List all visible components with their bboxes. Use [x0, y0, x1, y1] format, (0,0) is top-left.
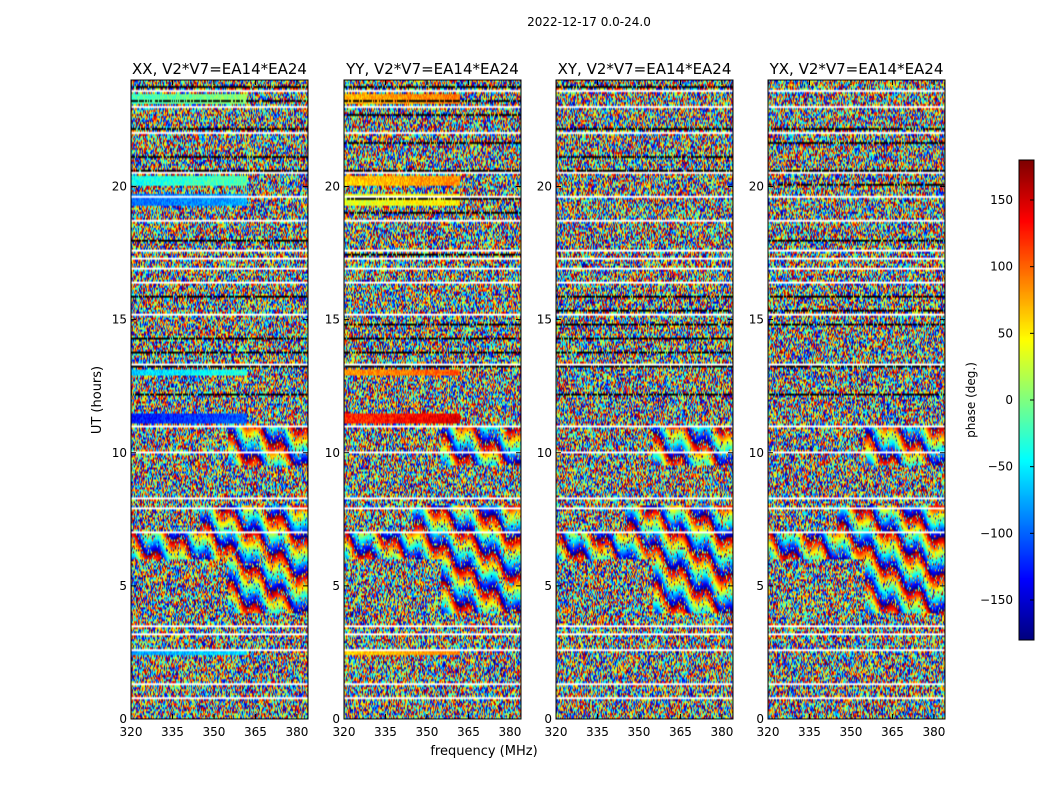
y-tick-label: 0 [119, 712, 127, 726]
colorbar-tick-label: −150 [980, 593, 1013, 607]
panel-yx: YX, V2*V7=EA14*EA24 320 335 350 365 380 0 5 10 15… [749, 60, 946, 739]
panel-yy: YY, V2*V7=EA14*EA24 320 335 350 365 380 0 5 10 15… [325, 60, 522, 739]
x-tick-label: 380 [498, 725, 521, 739]
panel-frame [555, 79, 734, 720]
x-tick-label: 320 [120, 725, 143, 739]
panel-title: XX, V2*V7=EA14*EA24 [132, 60, 307, 78]
colorbar-tick-label: −50 [988, 460, 1013, 474]
heatmap-xx [131, 80, 308, 719]
colorbar-tick-label: −100 [980, 526, 1013, 540]
panel-frame [130, 79, 309, 720]
x-tick-label: 365 [244, 725, 267, 739]
colorbar-label: phase (deg.) [964, 362, 978, 438]
colorbar-tick-label: 100 [990, 260, 1013, 274]
colorbar-tick-label: 50 [998, 326, 1013, 340]
y-tick-label: 10 [749, 446, 764, 460]
y-tick-label: 0 [332, 712, 340, 726]
x-tick-label: 380 [922, 725, 945, 739]
y-tick-label: 10 [112, 446, 127, 460]
x-tick-label: 365 [669, 725, 692, 739]
panels-layer: XX, V2*V7=EA14*EA24 320 335 350 365 380 0 5 10 15… [112, 60, 946, 739]
colorbar-gradient [1019, 160, 1034, 640]
panel-title: XY, V2*V7=EA14*EA24 [558, 60, 732, 78]
colorbar-tick-label: 150 [990, 193, 1013, 207]
y-tick-label: 10 [537, 446, 552, 460]
y-tick-label: 15 [325, 313, 340, 327]
y-tick-label: 0 [544, 712, 552, 726]
x-tick-label: 350 [416, 725, 439, 739]
y-tick-label: 20 [112, 180, 127, 194]
x-tick-label: 380 [285, 725, 308, 739]
y-tick-label: 0 [756, 712, 764, 726]
y-tick-label: 15 [537, 313, 552, 327]
x-tick-label: 350 [840, 725, 863, 739]
x-tick-label: 335 [586, 725, 609, 739]
y-tick-label: 20 [537, 180, 552, 194]
panel-title: YY, V2*V7=EA14*EA24 [345, 60, 519, 78]
y-tick-label: 5 [756, 579, 764, 593]
y-axis-label: UT (hours) [90, 366, 105, 434]
panel-xy: XY, V2*V7=EA14*EA24 320 335 350 365 380 0 5 10 15… [537, 60, 734, 739]
y-tick-label: 15 [112, 313, 127, 327]
chart-suptitle: 2022-12-17 0.0-24.0 [527, 15, 651, 29]
y-tick-label: 20 [325, 180, 340, 194]
panel-frame [343, 79, 522, 720]
x-tick-label: 365 [881, 725, 904, 739]
x-tick-label: 320 [757, 725, 780, 739]
y-tick-label: 15 [749, 313, 764, 327]
x-tick-label: 320 [333, 725, 356, 739]
heatmap-yy [344, 80, 521, 719]
y-tick-label: 20 [749, 180, 764, 194]
y-tick-label: 5 [332, 579, 340, 593]
panel-xx: XX, V2*V7=EA14*EA24 320 335 350 365 380 0 5 10 15… [112, 60, 309, 739]
x-tick-label: 335 [798, 725, 821, 739]
panel-frame [767, 79, 946, 720]
y-tick-label: 5 [544, 579, 552, 593]
x-tick-label: 350 [203, 725, 226, 739]
x-tick-label: 335 [374, 725, 397, 739]
x-tick-label: 320 [545, 725, 568, 739]
colorbar: −150 −100 −50 0 50 100 150 [980, 159, 1035, 641]
x-tick-label: 335 [161, 725, 184, 739]
y-tick-label: 10 [325, 446, 340, 460]
heatmap-yx [768, 80, 945, 719]
x-tick-label: 380 [710, 725, 733, 739]
x-tick-label: 350 [628, 725, 651, 739]
colorbar-tick-label: 0 [1005, 393, 1013, 407]
heatmap-xy [556, 80, 733, 719]
panel-title: YX, V2*V7=EA14*EA24 [769, 60, 944, 78]
y-tick-label: 5 [119, 579, 127, 593]
x-axis-label: frequency (MHz) [430, 744, 537, 759]
x-tick-label: 365 [457, 725, 480, 739]
